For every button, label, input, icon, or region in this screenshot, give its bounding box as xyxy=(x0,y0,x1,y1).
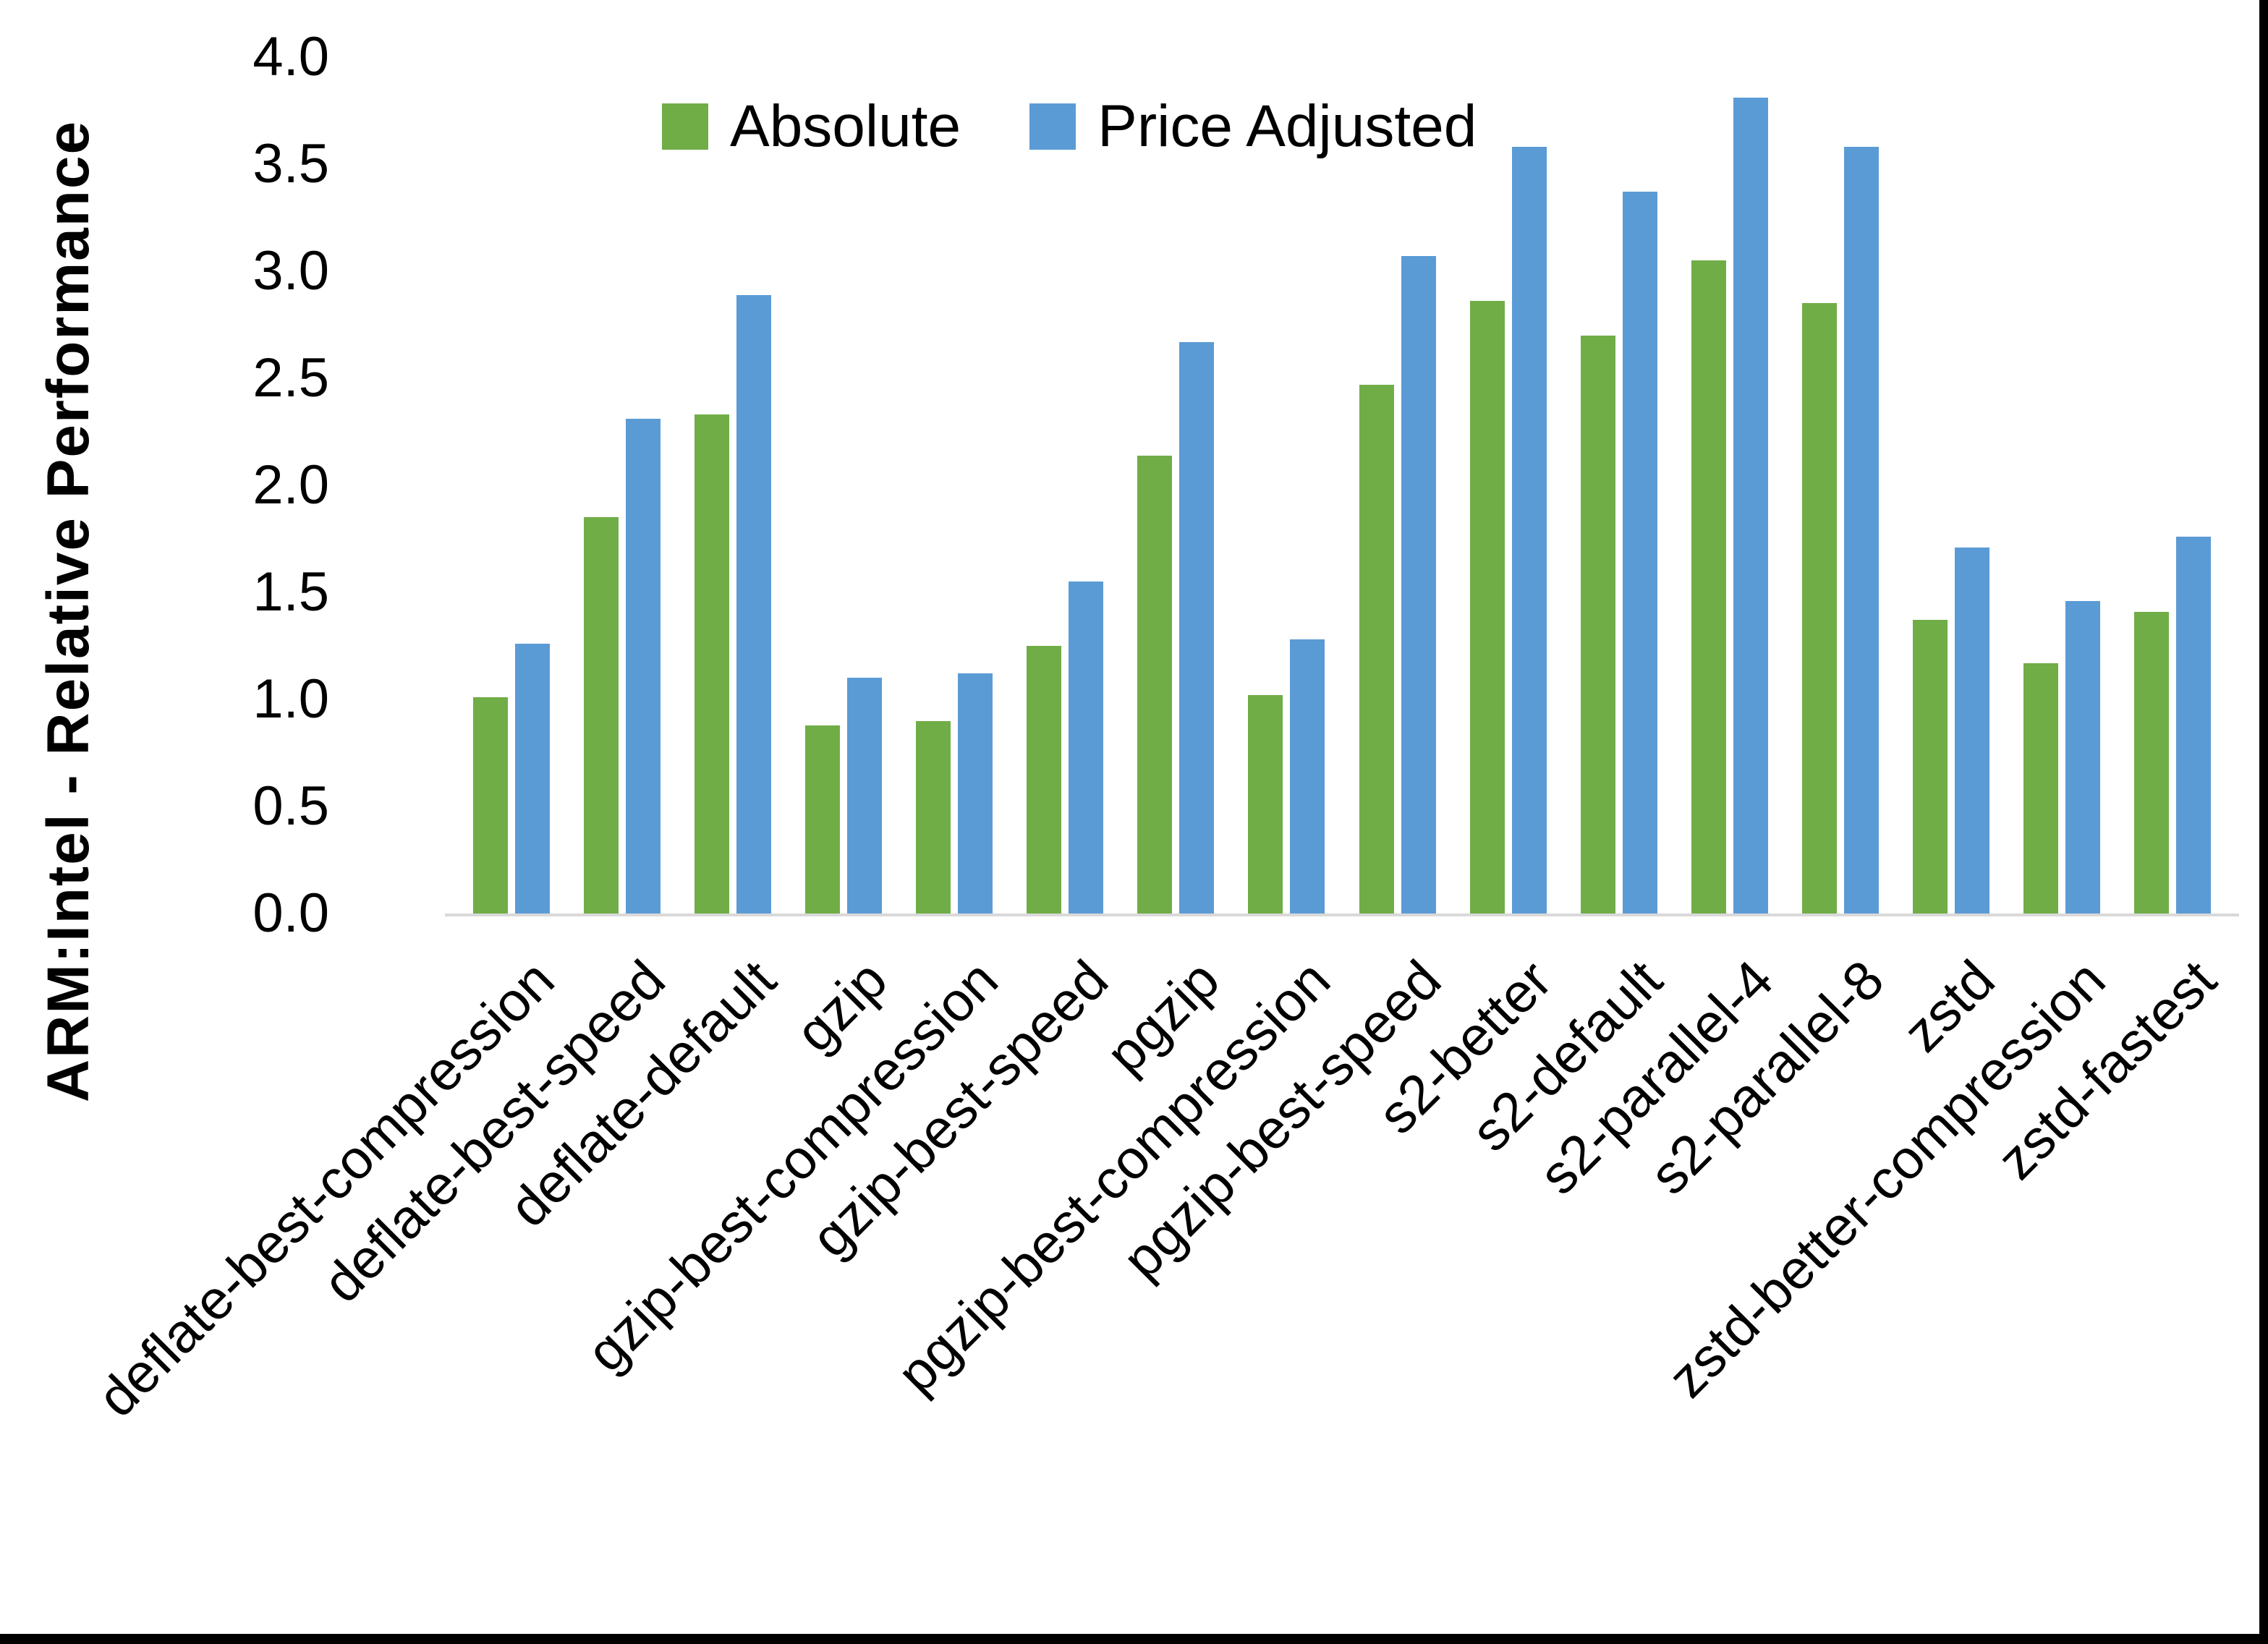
bar-price-adjusted-deflate-default xyxy=(736,294,771,913)
x-tick-label-deflate-best-compression: deflate-best-compression xyxy=(86,949,566,1429)
bar-price-adjusted-s2-parallel-8 xyxy=(1844,147,1880,913)
y-tick-label-3.5: 3.5 xyxy=(252,133,329,195)
bar-price-adjusted-zstd-better-compression xyxy=(2065,600,2101,913)
legend-swatch-price-adjusted xyxy=(1029,103,1076,150)
bar-absolute-gzip-best-speed xyxy=(1027,646,1062,913)
y-tick-label-2.5: 2.5 xyxy=(252,347,329,409)
bar-absolute-pgzip-best-speed xyxy=(1359,384,1394,913)
bar-absolute-s2-parallel-8 xyxy=(1802,303,1838,913)
legend: Absolute Price Adjusted xyxy=(662,93,1477,161)
bar-price-adjusted-gzip-best-compression xyxy=(958,673,993,913)
bar-price-adjusted-pgzip xyxy=(1179,341,1215,913)
y-tick-label-2.0: 2.0 xyxy=(252,454,329,516)
bar-absolute-deflate-best-speed xyxy=(583,517,619,913)
legend-item-absolute: Absolute xyxy=(662,93,961,161)
y-tick-label-1.5: 1.5 xyxy=(252,561,329,623)
legend-swatch-absolute xyxy=(662,103,708,150)
bar-price-adjusted-zstd xyxy=(1955,547,1990,913)
bar-price-adjusted-s2-parallel-4 xyxy=(1733,98,1768,913)
x-axis-line xyxy=(445,913,2239,916)
bar-absolute-s2-parallel-4 xyxy=(1691,260,1726,913)
legend-label-price-adjusted: Price Adjusted xyxy=(1097,93,1477,159)
bar-absolute-gzip-best-compression xyxy=(916,720,951,913)
bar-price-adjusted-s2-default xyxy=(1622,192,1657,913)
bar-absolute-zstd-better-compression xyxy=(2023,663,2059,913)
bar-absolute-pgzip xyxy=(1137,455,1173,913)
bar-absolute-s2-better xyxy=(1469,301,1505,913)
bar-price-adjusted-pgzip-best-compression xyxy=(1290,639,1325,913)
y-tick-label-4.0: 4.0 xyxy=(252,26,329,88)
bar-price-adjusted-gzip-best-speed xyxy=(1069,582,1104,913)
plot-area xyxy=(456,57,2228,913)
bar-price-adjusted-gzip xyxy=(846,678,882,913)
legend-label-absolute: Absolute xyxy=(730,93,961,159)
y-tick-label-0.0: 0.0 xyxy=(252,882,329,944)
bar-absolute-zstd-fastest xyxy=(2134,611,2170,913)
bar-absolute-deflate-default xyxy=(694,414,729,913)
legend-item-price-adjusted: Price Adjusted xyxy=(1029,93,1477,161)
bar-absolute-gzip xyxy=(804,725,840,913)
y-tick-label-1.0: 1.0 xyxy=(252,668,329,730)
bar-price-adjusted-zstd-fastest xyxy=(2176,537,2212,913)
bar-absolute-s2-default xyxy=(1580,335,1615,913)
y-tick-label-0.5: 0.5 xyxy=(252,775,329,837)
bar-price-adjusted-s2-better xyxy=(1511,147,1547,913)
bar-absolute-pgzip-best-compression xyxy=(1248,695,1283,913)
bar-absolute-deflate-best-compression xyxy=(472,697,508,913)
bar-absolute-zstd xyxy=(1913,620,1948,913)
bar-price-adjusted-pgzip-best-speed xyxy=(1401,256,1436,913)
bar-price-adjusted-deflate-best-speed xyxy=(625,419,661,913)
y-tick-label-3.0: 3.0 xyxy=(252,240,329,302)
bar-price-adjusted-deflate-best-compression xyxy=(514,644,550,913)
